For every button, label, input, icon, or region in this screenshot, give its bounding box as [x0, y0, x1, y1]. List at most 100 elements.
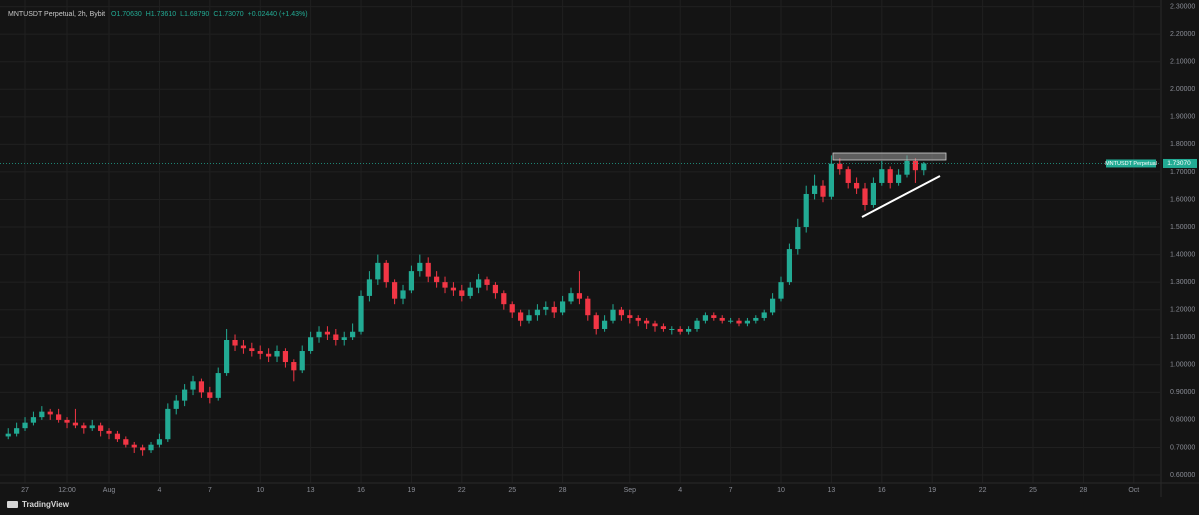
x-tick-label: 10	[777, 487, 785, 494]
candle-body	[879, 169, 885, 183]
candle-body	[476, 279, 482, 288]
candle-body	[526, 315, 532, 321]
candle-body	[459, 290, 465, 296]
x-tick-label: 7	[208, 487, 212, 494]
candle-body	[677, 328, 683, 332]
candle-body	[341, 337, 347, 341]
y-tick-label: 0.80000	[1170, 417, 1195, 424]
y-tick-label: 1.60000	[1170, 196, 1195, 203]
candle-body	[543, 306, 549, 310]
resistance-box	[832, 152, 947, 161]
candle-body	[224, 340, 230, 374]
candle-body	[190, 381, 196, 390]
candle-body	[215, 373, 221, 398]
candle-body	[694, 320, 700, 329]
candle-body	[299, 351, 305, 371]
candle-body	[669, 328, 675, 330]
candle-body	[862, 188, 868, 205]
series-label-tag	[1106, 159, 1156, 168]
candle-body	[652, 323, 658, 327]
y-tick-label: 1.90000	[1170, 114, 1195, 121]
candle-body	[98, 425, 104, 431]
candle-body	[140, 447, 146, 451]
candle-body	[366, 279, 373, 296]
candle-body	[22, 422, 28, 429]
candle-body	[568, 293, 574, 302]
x-tick-label: Oct	[1128, 487, 1139, 494]
candle-body	[492, 284, 499, 294]
candle-body	[518, 312, 524, 321]
series-label-text: MNTUSDT Perpetual	[1105, 161, 1157, 167]
y-tick-label: 1.20000	[1170, 307, 1195, 314]
candle-body	[316, 331, 322, 338]
candle-body	[593, 315, 599, 329]
candle-body	[114, 433, 121, 440]
candle-body	[156, 439, 163, 445]
x-tick-label: 28	[559, 487, 567, 494]
candle-body	[207, 392, 213, 398]
y-tick-label: 2.10000	[1170, 59, 1195, 66]
candle-body	[198, 381, 205, 393]
candle-body	[820, 185, 826, 197]
ohlc-value: O1.70630	[111, 11, 142, 18]
candle-body	[400, 290, 406, 299]
candle-body	[72, 422, 79, 426]
candle-body	[240, 345, 247, 349]
y-tick-label: 0.60000	[1170, 472, 1195, 479]
candle-body	[333, 334, 339, 341]
candle-body	[450, 287, 457, 291]
x-tick-label: 25	[508, 487, 516, 494]
candle-body	[560, 301, 566, 313]
y-tick-label: 2.30000	[1170, 3, 1195, 10]
candle-body	[173, 400, 179, 409]
candle-body	[551, 306, 557, 313]
candle-body	[719, 317, 725, 321]
brand-logo	[7, 501, 18, 508]
candle-body	[64, 419, 70, 423]
candle-body	[870, 182, 877, 205]
x-tick-label: 27	[21, 487, 29, 494]
candle-body	[467, 287, 473, 296]
candle-body	[618, 309, 625, 316]
candle-body	[534, 309, 541, 316]
x-tick-label: 13	[307, 487, 315, 494]
candle-body	[30, 417, 37, 423]
candle-body	[274, 351, 280, 357]
candle-body	[47, 411, 53, 415]
x-tick-label: 19	[408, 487, 416, 494]
candle-body	[232, 340, 238, 346]
candle-body	[509, 304, 515, 313]
y-tick-label: 1.50000	[1170, 224, 1195, 231]
candle-body	[123, 439, 129, 445]
candle-body	[383, 262, 389, 283]
candle-body	[81, 425, 87, 429]
candle-body	[392, 282, 398, 299]
candle-body	[887, 169, 893, 183]
candle-body	[257, 351, 263, 354]
candle-body	[308, 337, 314, 352]
candle-body	[812, 185, 818, 194]
candles	[0, 155, 1160, 456]
y-tick-label: 2.00000	[1170, 86, 1195, 93]
candle-body	[417, 262, 423, 272]
brand: TradingView	[22, 500, 70, 509]
x-tick-label: 28	[1079, 487, 1087, 494]
x-tick-label: 16	[357, 487, 365, 494]
y-tick-label: 0.90000	[1170, 389, 1195, 396]
candle-body	[736, 320, 742, 324]
candle-body	[686, 328, 692, 332]
x-tick-label: 13	[828, 487, 836, 494]
candle-body	[702, 315, 709, 321]
candle-body	[148, 444, 154, 451]
candle-body	[644, 320, 650, 324]
candle-body	[358, 295, 364, 332]
x-tick-label: 25	[1029, 487, 1037, 494]
candle-body	[895, 174, 902, 183]
y-tick-label: 1.80000	[1170, 141, 1195, 148]
y-tick-label: 1.00000	[1170, 362, 1195, 369]
x-tick-label: 19	[928, 487, 936, 494]
candle-body	[660, 326, 667, 329]
candle-body	[324, 331, 331, 335]
candle-body	[602, 320, 608, 329]
